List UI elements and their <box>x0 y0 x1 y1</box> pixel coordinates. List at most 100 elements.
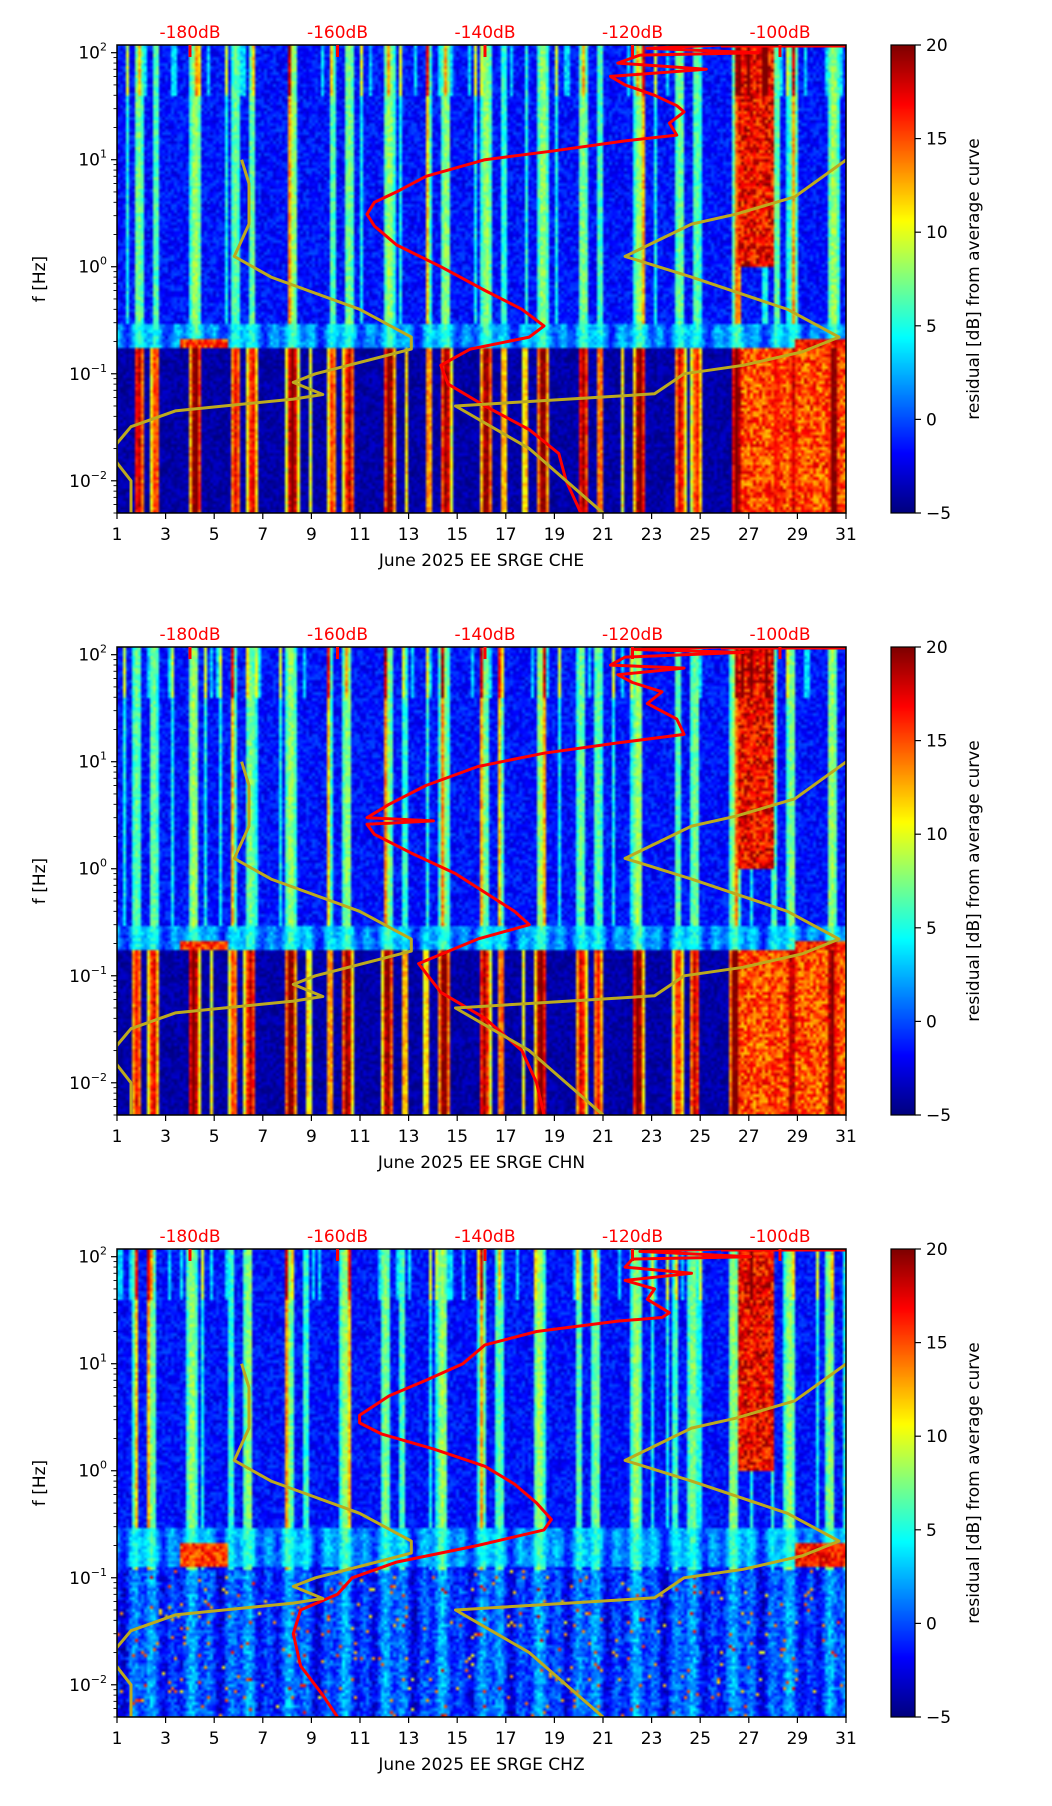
x-tick-label: 3 <box>160 1729 171 1749</box>
x-tick-label: 1 <box>112 1127 123 1147</box>
spectrogram-image <box>117 45 846 513</box>
x-tick-label: 1 <box>112 1729 123 1749</box>
colorbar-label: residual [dB] from average curve <box>964 138 984 419</box>
nhnm-curve <box>454 158 846 513</box>
top-db-label: -140dB <box>454 1227 515 1247</box>
colorbar-tick-label: −5 <box>926 1106 951 1126</box>
x-tick-label: 5 <box>209 1127 220 1147</box>
x-tick-label: 3 <box>160 525 171 545</box>
top-db-label: -180dB <box>159 1227 220 1247</box>
colorbar-tick-label: 10 <box>926 825 948 845</box>
top-db-label: -180dB <box>159 625 220 645</box>
spectrogram-image <box>117 647 846 1115</box>
colorbar-tick-label: 0 <box>926 410 937 430</box>
colorbar-tick-label: 15 <box>926 732 948 752</box>
colorbar-tick-label: 15 <box>926 130 948 150</box>
x-tick-label: 9 <box>306 1127 317 1147</box>
nlnm-curve <box>117 1363 413 1717</box>
y-axis-label: f [Hz] <box>30 1460 50 1506</box>
y-tick-label: 100 <box>78 1459 107 1482</box>
x-tick-label: 17 <box>495 1127 517 1147</box>
colorbar <box>891 45 915 513</box>
x-tick-label: 5 <box>209 525 220 545</box>
psd-curve <box>365 647 745 1115</box>
x-tick-label: 25 <box>689 1127 711 1147</box>
y-axis-label: f [Hz] <box>30 256 50 302</box>
top-db-label: -180dB <box>159 23 220 43</box>
colorbar-tick-label: 10 <box>926 1427 948 1447</box>
x-tick-label: 19 <box>544 525 566 545</box>
x-tick-label: 13 <box>398 1127 420 1147</box>
x-tick-label: 15 <box>446 1729 468 1749</box>
top-db-label: -160dB <box>307 1227 368 1247</box>
colorbar-tick-label: 5 <box>926 919 937 939</box>
y-tick-label: 10−2 <box>69 1071 107 1094</box>
spectrogram-panel: 1 3 5 7 9 11 13 15 17 19 21 23 25 27 29 31 June 2025 EE … <box>0 0 1052 602</box>
curves <box>117 647 846 1115</box>
x-tick-label: 27 <box>738 1127 760 1147</box>
x-tick-label: 11 <box>349 525 371 545</box>
x-tick-label: 7 <box>257 1127 268 1147</box>
x-tick-label: 9 <box>306 525 317 545</box>
top-db-label: -100dB <box>749 625 810 645</box>
y-tick-label: 101 <box>78 1352 107 1375</box>
x-tick-label: 7 <box>257 525 268 545</box>
x-tick-label: 17 <box>495 525 517 545</box>
colorbar-tick-label: 5 <box>926 1521 937 1541</box>
plot-frame <box>116 646 847 1116</box>
top-db-label: -160dB <box>307 23 368 43</box>
top-db-label: -140dB <box>454 23 515 43</box>
top-db-label: -140dB <box>454 625 515 645</box>
y-tick-label: 10−2 <box>69 469 107 492</box>
x-tick-label: 21 <box>592 1127 614 1147</box>
top-db-label: -160dB <box>307 625 368 645</box>
x-tick-label: 29 <box>787 1127 809 1147</box>
colorbar-tick-label: −5 <box>926 1708 951 1728</box>
x-axis-label: June 2025 EE SRGE CHN <box>377 1153 585 1173</box>
colorbar-frame <box>890 1248 916 1718</box>
x-axis-label: June 2025 EE SRGE CHE <box>378 551 584 571</box>
x-tick-label: 31 <box>835 1127 857 1147</box>
x-tick-label: 21 <box>592 525 614 545</box>
x-tick-label: 9 <box>306 1729 317 1749</box>
x-tick-label: 27 <box>738 1729 760 1749</box>
spectrogram-image <box>117 1249 846 1717</box>
x-tick-label: 17 <box>495 1729 517 1749</box>
x-tick-label: 1 <box>112 525 123 545</box>
plot-frame <box>116 44 847 514</box>
colorbar-label: residual [dB] from average curve <box>964 1342 984 1623</box>
x-tick-label: 11 <box>349 1729 371 1749</box>
colorbar-tick-label: −5 <box>926 504 951 524</box>
x-tick-label: 3 <box>160 1127 171 1147</box>
y-tick-label: 100 <box>78 857 107 880</box>
top-db-label: -120dB <box>602 23 663 43</box>
x-tick-label: 19 <box>544 1127 566 1147</box>
x-tick-label: 23 <box>641 1729 663 1749</box>
x-tick-label: 7 <box>257 1729 268 1749</box>
spectrogram-panel: 1 3 5 7 9 11 13 15 17 19 21 23 25 27 29 31 June 2025 EE … <box>0 1204 1052 1806</box>
y-tick-label: 102 <box>78 41 107 64</box>
x-tick-label: 29 <box>787 1729 809 1749</box>
x-tick-label: 11 <box>349 1127 371 1147</box>
x-tick-label: 31 <box>835 1729 857 1749</box>
nhnm-curve <box>454 760 846 1115</box>
nlnm-curve <box>117 761 413 1115</box>
y-tick-label: 102 <box>78 643 107 666</box>
colorbar <box>891 1249 915 1717</box>
x-tick-label: 31 <box>835 525 857 545</box>
x-tick-label: 23 <box>641 1127 663 1147</box>
top-db-label: -100dB <box>749 1227 810 1247</box>
x-tick-label: 15 <box>446 1127 468 1147</box>
colorbar-tick-label: 20 <box>926 638 948 658</box>
colorbar-tick-label: 10 <box>926 223 948 243</box>
colorbar-tick-label: 0 <box>926 1614 937 1634</box>
psd-curve <box>291 1249 752 1717</box>
top-db-label: -100dB <box>749 23 810 43</box>
y-tick-label: 100 <box>78 255 107 278</box>
y-tick-label: 10−1 <box>69 362 107 385</box>
y-tick-label: 101 <box>78 750 107 773</box>
x-tick-label: 27 <box>738 525 760 545</box>
